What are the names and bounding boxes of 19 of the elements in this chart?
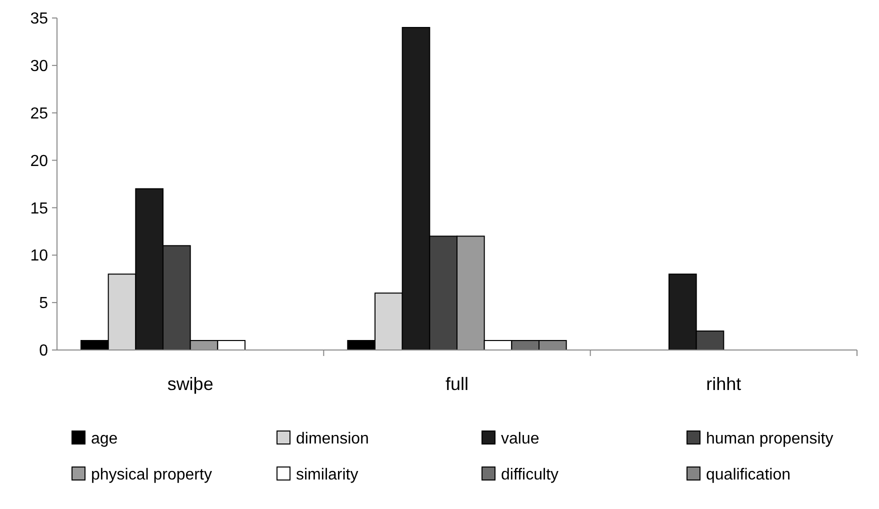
y-tick-label: 10 <box>30 248 48 265</box>
legend-label: difficulty <box>501 466 559 484</box>
x-tick-label: swiþe <box>167 374 214 394</box>
legend-label: age <box>91 430 118 448</box>
y-tick-label: 30 <box>30 58 48 76</box>
legend-label: qualification <box>706 466 790 484</box>
y-tick-label: 25 <box>30 105 48 122</box>
y-tick-label: 20 <box>30 152 48 170</box>
y-tick-label: 35 <box>30 10 48 28</box>
x-tick-label: rihht <box>706 374 742 394</box>
legend-label: value <box>501 430 540 448</box>
legend-label: dimension <box>296 430 369 448</box>
y-tick-label: 15 <box>30 200 48 218</box>
legend-label: human propensity <box>706 430 834 448</box>
y-tick-label: 0 <box>39 342 48 360</box>
x-tick-label: full <box>445 374 469 394</box>
y-tick-label: 5 <box>39 295 48 312</box>
legend-label: similarity <box>296 466 358 484</box>
legend-label: physical property <box>91 466 212 484</box>
